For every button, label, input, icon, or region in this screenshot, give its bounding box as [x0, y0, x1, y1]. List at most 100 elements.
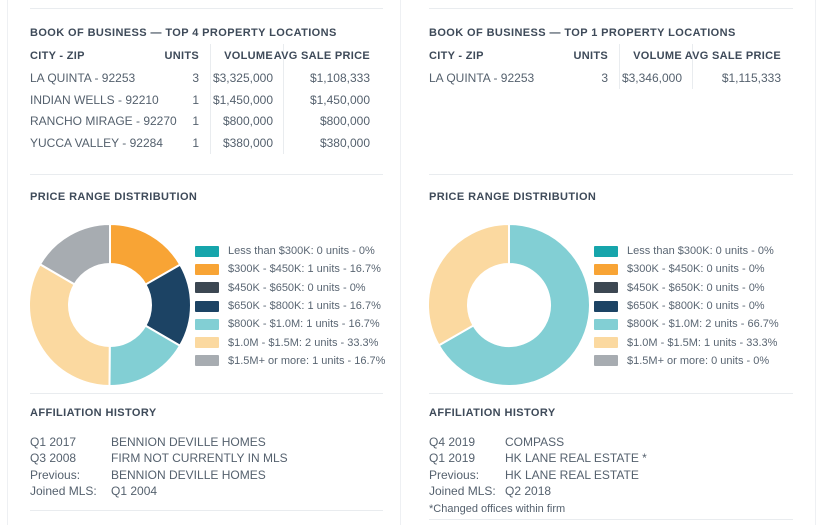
section-divider: [429, 393, 793, 394]
legend-label: $800K - $1.0M: 2 units - 66.7%: [627, 318, 779, 331]
affiliation-firm-value: Q1 2004: [111, 484, 158, 499]
affiliation-period-label: Previous:: [429, 467, 480, 482]
volume-cell: $800,000: [210, 110, 283, 133]
volume-cell: $1,450,000: [210, 88, 283, 111]
legend-color-swatch: [195, 300, 219, 312]
legend-color-swatch: [594, 318, 618, 330]
legend-label: Less than $300K: 0 units - 0%: [627, 245, 774, 258]
legend-label: $1.0M - $1.5M: 2 units - 33.3%: [228, 336, 379, 349]
table-row: LA QUINTA - 92253 3 $3,325,000 $1,108,33…: [30, 67, 370, 89]
column-header-volume: VOLUME: [210, 44, 283, 67]
legend-label: $650K - $800K: 1 units - 16.7%: [228, 300, 381, 313]
price-range-donut-chart: [426, 222, 592, 388]
affiliation-period-label: Joined MLS:: [429, 484, 496, 499]
affiliation-title: AFFILIATION HISTORY: [30, 407, 157, 419]
affiliation-period-label: Q1 2017: [30, 435, 77, 450]
legend-color-swatch: [594, 300, 618, 312]
legend-label: $450K - $650K: 0 units - 0%: [228, 281, 366, 294]
affiliation-firm-value: Q2 2018: [505, 484, 552, 499]
table-row: RANCHO MIRAGE - 92270 1 $800,000 $800,00…: [30, 110, 370, 133]
legend-color-swatch: [594, 282, 618, 294]
legend-color-swatch: [195, 355, 219, 367]
section-divider: [429, 174, 793, 175]
legend-label: $450K - $650K: 0 units - 0%: [627, 281, 765, 294]
affiliation-firm-value: BENNION DEVILLE HOMES: [111, 467, 266, 482]
section-divider: [30, 510, 383, 511]
section-divider: [30, 393, 383, 394]
section-divider: [30, 174, 383, 175]
legend-label: $1.0M - $1.5M: 1 units - 33.3%: [627, 336, 778, 349]
avg-sale-price-cell: $1,450,000: [283, 88, 370, 111]
legend-label: $300K - $450K: 0 units - 0%: [627, 263, 765, 276]
legend-item: $300K - $450K: 0 units - 0%: [594, 260, 779, 278]
affiliation-row: Joined MLS: Q1 2004: [30, 483, 288, 499]
affiliation-row: Q4 2019 COMPASS: [429, 434, 647, 450]
affiliation-row: Q1 2017 BENNION DEVILLE HOMES: [30, 434, 288, 450]
units-cell: 1: [192, 92, 199, 107]
legend-color-swatch: [594, 355, 618, 367]
property-locations-table: CITY - ZIP UNITS VOLUME AVG SALE PRICE L…: [30, 44, 370, 155]
column-header-city-zip: CITY - ZIP: [30, 49, 85, 62]
section-divider: [30, 8, 383, 9]
city-zip-cell: YUCCA VALLEY - 92284: [30, 136, 163, 151]
donut-segment: [38, 222, 111, 286]
column-header-avg-sale-price: AVG SALE PRICE: [274, 44, 370, 67]
legend-color-swatch: [594, 337, 618, 349]
legend-item: $1.0M - $1.5M: 1 units - 33.3%: [594, 333, 779, 351]
affiliation-period-label: Q3 2008: [30, 451, 77, 466]
column-header-units: UNITS: [573, 49, 608, 62]
city-zip-cell: RANCHO MIRAGE - 92270: [30, 114, 177, 129]
price-range-legend: Less than $300K: 0 units - 0% $300K - $4…: [195, 242, 385, 370]
property-locations-table: CITY - ZIP UNITS VOLUME AVG SALE PRICE L…: [429, 44, 781, 89]
book-of-business-panel-left: BOOK OF BUSINESS — TOP 4 PROPERTY LOCATI…: [27, 0, 385, 525]
units-cell: 1: [192, 114, 199, 129]
legend-label: Less than $300K: 0 units - 0%: [228, 245, 375, 258]
section-divider: [429, 519, 793, 520]
changed-offices-footnote: *Changed offices within firm: [429, 503, 566, 515]
legend-item: $450K - $650K: 0 units - 0%: [594, 279, 779, 297]
column-header-avg-sale-price: AVG SALE PRICE: [685, 44, 781, 67]
column-header-units: UNITS: [164, 49, 199, 62]
legend-item: $1.5M+ or more: 1 units - 16.7%: [195, 352, 385, 370]
avg-sale-price-cell: $1,115,333: [692, 67, 781, 89]
legend-item: $800K - $1.0M: 2 units - 66.7%: [594, 315, 779, 333]
city-zip-cell: LA QUINTA - 92253: [30, 70, 136, 85]
legend-label: $800K - $1.0M: 1 units - 16.7%: [228, 318, 380, 331]
legend-item: Less than $300K: 0 units - 0%: [594, 242, 779, 260]
legend-color-swatch: [594, 245, 618, 257]
table-row: YUCCA VALLEY - 92284 1 $380,000 $380,000: [30, 132, 370, 155]
section-divider: [429, 8, 793, 9]
volume-cell: $380,000: [210, 132, 283, 155]
legend-color-swatch: [195, 282, 219, 294]
affiliation-period-label: Previous:: [30, 467, 81, 482]
avg-sale-price-cell: $1,108,333: [283, 67, 370, 89]
affiliation-history-list: Q1 2017 BENNION DEVILLE HOMES Q3 2008 FI…: [30, 434, 288, 499]
table-header-row: CITY - ZIP UNITS VOLUME AVG SALE PRICE: [429, 44, 781, 67]
affiliation-period-label: Joined MLS:: [30, 484, 97, 499]
table-row: INDIAN WELLS - 92210 1 $1,450,000 $1,450…: [30, 88, 370, 111]
price-range-legend: Less than $300K: 0 units - 0% $300K - $4…: [594, 242, 779, 370]
affiliation-firm-value: HK LANE REAL ESTATE: [505, 467, 639, 482]
volume-cell: $3,346,000: [619, 67, 692, 89]
legend-color-swatch: [195, 337, 219, 349]
donut-segment: [437, 222, 591, 387]
legend-color-swatch: [195, 318, 219, 330]
legend-label: $1.5M+ or more: 0 units - 0%: [627, 354, 770, 367]
affiliation-row: Q1 2019 HK LANE REAL ESTATE *: [429, 450, 647, 466]
units-cell: 3: [601, 70, 608, 85]
volume-cell: $3,325,000: [210, 67, 283, 89]
affiliation-row: Previous: HK LANE REAL ESTATE: [429, 467, 647, 483]
legend-item: $800K - $1.0M: 1 units - 16.7%: [195, 315, 385, 333]
legend-item: Less than $300K: 0 units - 0%: [195, 242, 385, 260]
affiliation-period-label: Q4 2019: [429, 435, 476, 450]
price-range-title: PRICE RANGE DISTRIBUTION: [30, 191, 198, 203]
legend-item: $650K - $800K: 0 units - 0%: [594, 297, 779, 315]
donut-segment: [28, 262, 111, 388]
page-edge-line-left: [7, 0, 8, 525]
table-row: LA QUINTA - 92253 3 $3,346,000 $1,115,33…: [429, 67, 781, 89]
price-range-title: PRICE RANGE DISTRIBUTION: [429, 191, 597, 203]
city-zip-cell: INDIAN WELLS - 92210: [30, 92, 159, 107]
units-cell: 1: [192, 136, 199, 151]
price-range-donut-chart: [27, 222, 193, 388]
